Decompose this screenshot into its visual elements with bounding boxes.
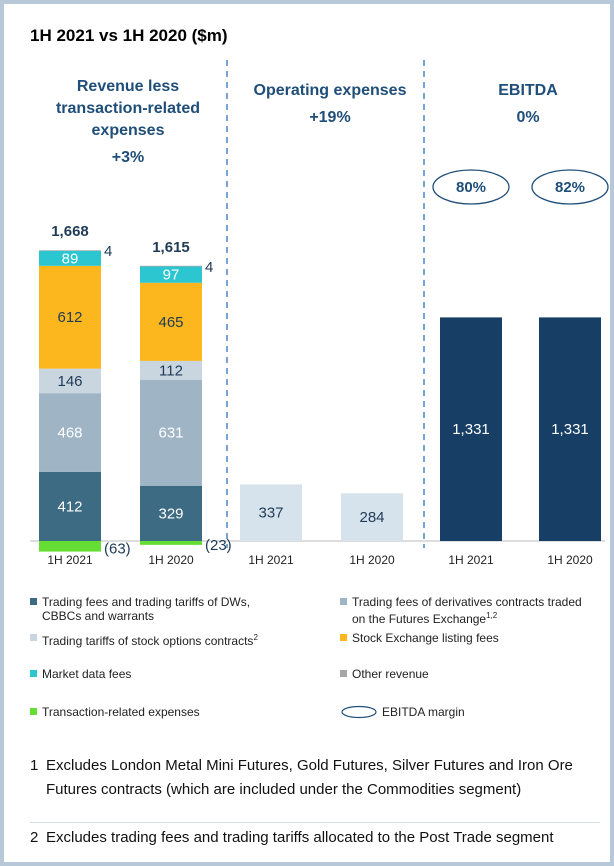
margin-label: 80% bbox=[456, 179, 486, 196]
margin-label: 82% bbox=[555, 179, 585, 196]
panel-title: Operating expenses bbox=[253, 82, 407, 99]
legend-item: Trading fees of derivatives contracts tr… bbox=[340, 595, 587, 626]
legend-item: Trading fees and trading tariffs of DWs,… bbox=[30, 595, 277, 623]
data-label: 97 bbox=[163, 267, 180, 284]
data-label: 468 bbox=[57, 424, 82, 441]
footnote-separator bbox=[30, 822, 600, 823]
footnote: 1 Excludes London Metal Mini Futures, Gol… bbox=[30, 754, 606, 802]
data-label: 4 bbox=[104, 243, 112, 260]
legend-label: Other revenue bbox=[352, 667, 429, 681]
legend-label: Trading fees and trading tariffs of DWs,… bbox=[42, 595, 251, 623]
data-label: 89 bbox=[62, 250, 79, 267]
legend-label: EBITDA margin bbox=[382, 705, 465, 719]
data-label: (63) bbox=[104, 540, 131, 557]
bar-segment bbox=[140, 485, 202, 541]
legend-label: Trading tariffs of stock options contrac… bbox=[42, 634, 254, 648]
bar-segment bbox=[140, 282, 202, 361]
bar bbox=[240, 484, 302, 541]
bar bbox=[341, 493, 403, 541]
legend-swatch bbox=[30, 670, 37, 677]
data-label: 1,331 bbox=[452, 421, 490, 438]
x-tick-label: 1H 2020 bbox=[349, 553, 395, 567]
bar-segment bbox=[140, 265, 202, 267]
margin-ellipse bbox=[432, 169, 510, 205]
data-label: 112 bbox=[159, 362, 183, 379]
x-tick-label: 1H 2020 bbox=[148, 553, 194, 567]
margin-ellipse bbox=[531, 169, 609, 205]
footnote-text: Excludes trading fees and trading tariff… bbox=[46, 829, 554, 846]
footnote: 2 Excludes trading fees and trading tarif… bbox=[30, 826, 606, 850]
legend-swatch bbox=[30, 708, 37, 715]
panel-change: +19% bbox=[309, 109, 351, 126]
bar bbox=[440, 317, 502, 541]
bar-segment bbox=[140, 541, 202, 545]
legend-footnote-ref: 1,2 bbox=[486, 611, 498, 620]
panel-change: 0% bbox=[516, 109, 540, 126]
legend-swatch bbox=[340, 634, 347, 641]
panel-heading: Operating expenses +19% bbox=[240, 80, 420, 129]
panel-change: +3% bbox=[111, 149, 145, 166]
x-tick-label: 1H 2020 bbox=[547, 553, 593, 567]
bar-segment bbox=[39, 393, 101, 472]
bar-segment bbox=[140, 379, 202, 486]
panel-heading: Revenue less transaction-related expense… bbox=[48, 76, 208, 169]
legend-ellipse bbox=[341, 705, 377, 719]
legend-item: Stock Exchange listing fees bbox=[340, 631, 587, 645]
footnote-number: 2 bbox=[30, 829, 39, 846]
data-label: 465 bbox=[158, 314, 183, 331]
legend-label: Market data fees bbox=[42, 667, 132, 681]
legend-item: Market data fees bbox=[30, 667, 277, 681]
bar-segment bbox=[39, 368, 101, 394]
panel-title: EBITDA bbox=[498, 82, 558, 99]
legend-swatch bbox=[340, 598, 347, 605]
data-label: 612 bbox=[57, 309, 82, 326]
bar-segment bbox=[39, 250, 101, 251]
data-label: 337 bbox=[258, 505, 283, 522]
legend-item: Trading tariffs of stock options contrac… bbox=[30, 631, 277, 648]
footnote-number: 1 bbox=[30, 757, 39, 774]
bar bbox=[539, 317, 601, 541]
legend-swatch bbox=[30, 634, 37, 641]
data-label: 1,331 bbox=[551, 421, 589, 438]
data-label: 329 bbox=[158, 505, 183, 522]
x-tick-label: 1H 2021 bbox=[248, 553, 294, 567]
bar-segment bbox=[39, 250, 101, 266]
legend-item: EBITDA margin bbox=[340, 705, 610, 719]
legend-footnote-ref: 2 bbox=[253, 633, 258, 642]
legend-label: Stock Exchange listing fees bbox=[352, 631, 499, 645]
legend-label: Trading fees of derivatives contracts tr… bbox=[352, 595, 582, 626]
x-tick-label: 1H 2021 bbox=[448, 553, 494, 567]
x-tick-label: 1H 2021 bbox=[47, 553, 93, 567]
data-label: 146 bbox=[57, 373, 82, 390]
bar-segment bbox=[140, 266, 202, 283]
bar-segment bbox=[39, 541, 101, 552]
slide-title: 1H 2021 vs 1H 2020 ($m) bbox=[30, 26, 228, 45]
total-label: 1,668 bbox=[51, 223, 89, 240]
bar-segment bbox=[39, 265, 101, 369]
legend-item: Other revenue bbox=[340, 667, 587, 681]
bar-segment bbox=[39, 471, 101, 541]
data-label: (23) bbox=[205, 537, 232, 554]
panel-title: Revenue less transaction-related expense… bbox=[55, 78, 201, 139]
total-label: 1,615 bbox=[152, 239, 190, 256]
bar-segment bbox=[140, 360, 202, 380]
data-label: 631 bbox=[158, 425, 183, 442]
legend-swatch bbox=[340, 670, 347, 677]
legend-item: Transaction-related expenses bbox=[30, 705, 277, 719]
footnote-text: Excludes London Metal Mini Futures, Gold… bbox=[46, 757, 573, 798]
legend-swatch bbox=[30, 598, 37, 605]
data-label: 412 bbox=[57, 498, 82, 515]
data-label: 284 bbox=[359, 509, 384, 526]
panel-heading: EBITDA 0% bbox=[438, 80, 610, 129]
legend-label: Transaction-related expenses bbox=[42, 705, 200, 719]
legend-icon bbox=[341, 705, 377, 719]
data-label: 4 bbox=[205, 259, 213, 276]
